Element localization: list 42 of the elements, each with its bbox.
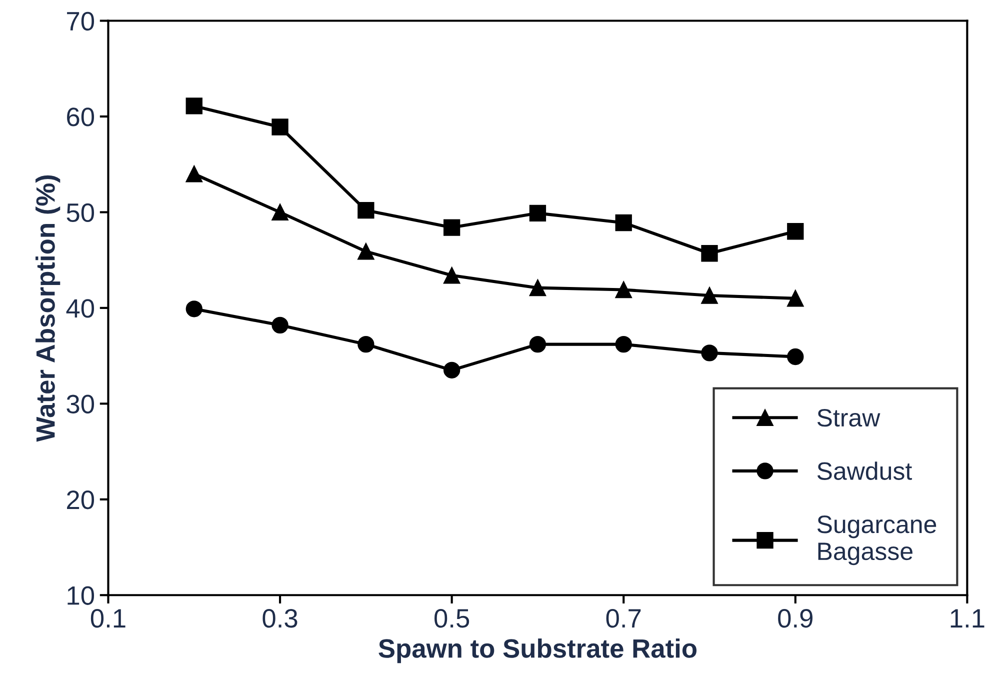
legend-label: Sugarcane Bagasse [817,516,936,566]
legend-label: Straw [817,408,880,427]
point [358,336,374,353]
y-tick-label: 30 [66,394,94,414]
point [272,316,288,334]
point [701,287,718,304]
x-tick-label: 0.1 [90,609,126,628]
x-tick-label: 1.1 [950,609,984,628]
point [701,344,718,362]
x-tick-label: 0.5 [434,609,470,628]
y-tick-label: 40 [66,299,94,318]
y-tick-label: 10 [68,586,94,605]
point [787,290,804,307]
x-tick-label: 0.3 [262,609,298,628]
point [186,300,202,318]
x-tick-label: 0.7 [606,609,641,628]
y-tick-label: 50 [66,203,94,222]
point [358,243,374,260]
point [529,204,546,222]
point [443,362,460,378]
y-tick-label: 60 [67,108,94,126]
point [701,245,718,262]
y-tick-label: 70 [67,12,94,31]
x-axis-title: Spawn to Substrate Ratio [378,638,696,664]
legend-label: Sawdust [817,462,912,480]
x-tick-label: 0.9 [778,609,812,628]
point [615,281,632,298]
point [529,336,546,353]
point [787,348,804,366]
point [272,118,288,136]
point [529,280,546,296]
point [443,267,460,284]
point [443,219,460,236]
y-axis-title: Water Absorption (%) [36,175,60,442]
point [787,223,804,240]
point [186,98,202,114]
point [186,166,202,182]
point [358,202,374,219]
y-tick-label: 20 [67,490,94,510]
point [615,336,632,353]
point [272,204,288,221]
point [615,214,632,232]
